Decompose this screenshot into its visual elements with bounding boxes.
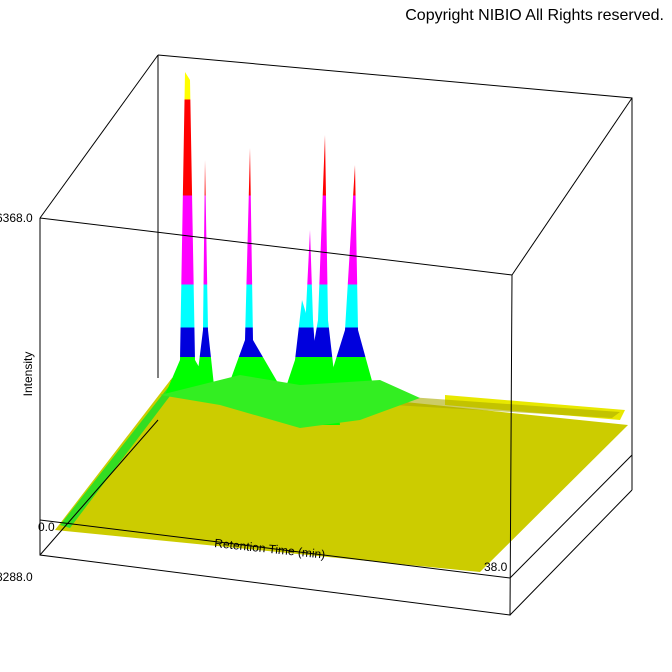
copyright: Copyright NIBIO All Rights reserved. bbox=[405, 7, 664, 24]
box-front bbox=[39, 217, 633, 616]
peaks bbox=[165, 72, 380, 425]
z-bottom-label: 8288.0 bbox=[0, 570, 33, 584]
surface-floor bbox=[55, 378, 628, 572]
x-end-label: 38.0 bbox=[484, 560, 508, 574]
peak-base bbox=[160, 375, 420, 428]
y-axis-label: Intensity bbox=[21, 352, 35, 397]
z-top-label: 6368.0 bbox=[0, 211, 33, 225]
x-start-label: 0.0 bbox=[38, 520, 55, 534]
surface-ridge bbox=[60, 385, 176, 528]
box-back bbox=[39, 54, 633, 455]
